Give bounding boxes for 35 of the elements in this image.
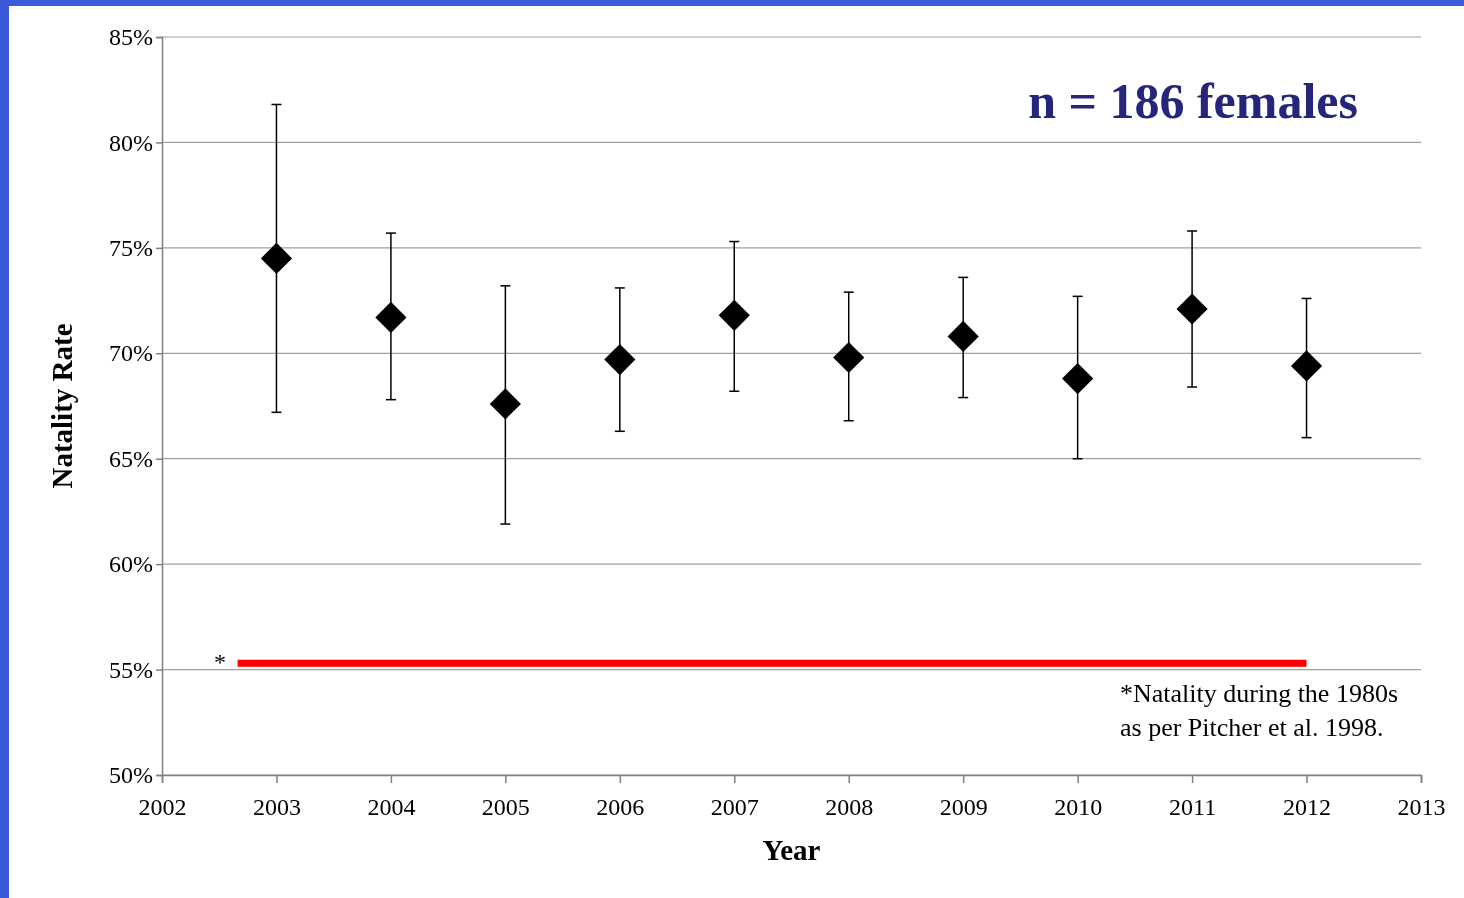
annotation: n = 186 females: [1028, 73, 1358, 129]
x-tick-label: 2013: [1397, 793, 1446, 820]
point: [947, 320, 979, 353]
point: [833, 341, 865, 374]
y-tick-label: 70%: [109, 340, 153, 367]
y-tick-label: 65%: [109, 445, 153, 472]
y-tick-label: 85%: [109, 24, 153, 51]
y-tick-label: 75%: [109, 235, 153, 262]
x-tick-label: 2006: [596, 793, 645, 820]
point: [1290, 350, 1323, 382]
y-tick-label: 50%: [109, 762, 153, 789]
y-axis-title: Natality Rate: [46, 323, 78, 489]
x-tick-label: 2002: [138, 793, 187, 820]
point: [604, 344, 636, 376]
point: [260, 242, 293, 274]
point: [375, 301, 407, 334]
point: [718, 299, 750, 331]
x-tick-label: 2008: [825, 793, 874, 820]
annotation: *Natality during the 1980s as per Pitcher et al. 1998.: [1120, 679, 1399, 742]
x-tick-label: 2003: [252, 793, 301, 820]
y-tick-label: 60%: [109, 551, 153, 578]
annotation: *: [214, 649, 226, 675]
x-tick-label: 2012: [1283, 793, 1332, 820]
y-tick-label: 80%: [109, 129, 153, 156]
x-tick-label: 2009: [939, 793, 988, 820]
point: [489, 388, 521, 420]
x-tick-label: 2005: [481, 793, 530, 820]
y-tick-label: 55%: [109, 656, 153, 683]
x-tick-label: 2010: [1054, 793, 1103, 820]
x-tick-label: 2004: [367, 793, 416, 820]
x-tick-label: 2011: [1169, 793, 1217, 820]
x-tick-label: 2007: [710, 793, 759, 820]
point: [1176, 293, 1208, 325]
x-axis-title: Year: [762, 834, 821, 866]
point: [1062, 363, 1094, 395]
